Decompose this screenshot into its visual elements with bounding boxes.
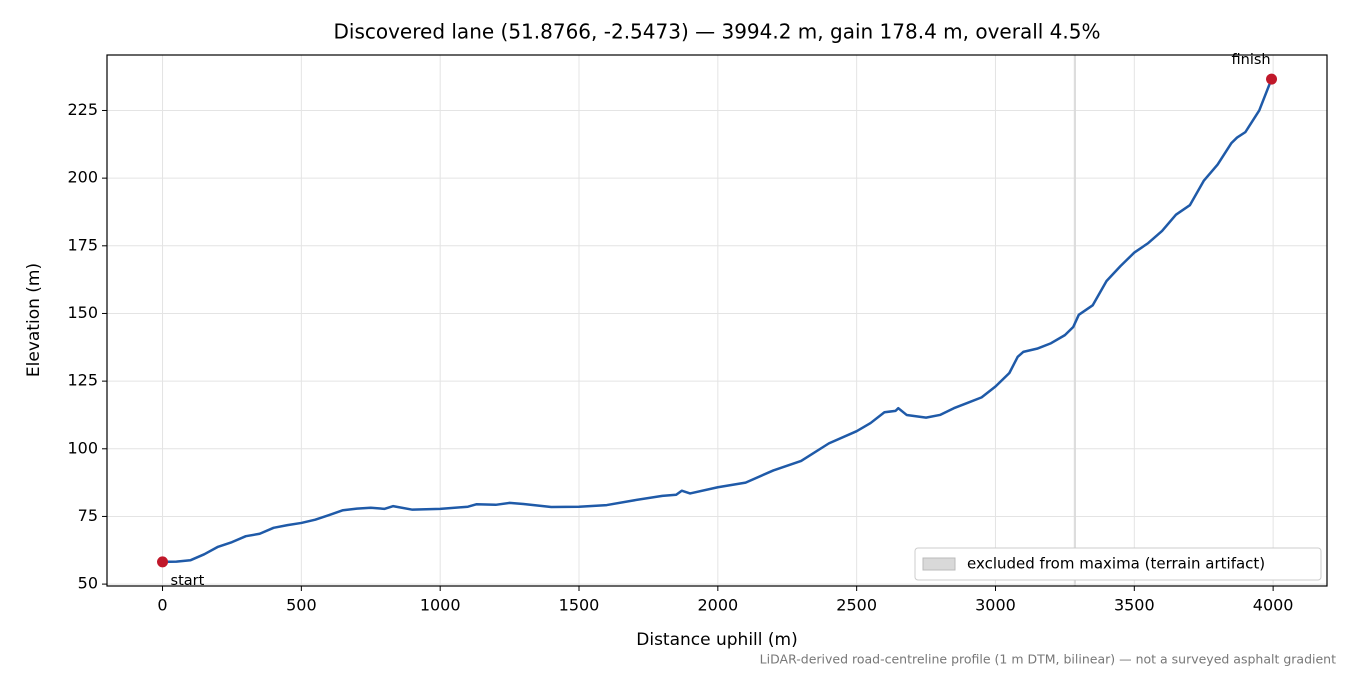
y-axis-label: Elevation (m)	[24, 263, 44, 377]
line	[162, 78, 1273, 564]
legend-label: excluded from maxima (terrain artifact)	[967, 555, 1265, 573]
legend-box	[914, 547, 1322, 581]
x-tick-label: 2500	[836, 596, 877, 615]
y-tick-label: 125	[67, 371, 98, 390]
x-axis-label: Distance uphill (m)	[636, 630, 797, 650]
y-tick-label: 100	[67, 438, 98, 457]
x-tick-label: 3000	[975, 596, 1016, 615]
x-tick-label: 500	[286, 596, 317, 615]
x-tick-label: 4000	[1253, 596, 1294, 615]
annotation: finish	[1232, 52, 1271, 68]
x-tick-label: 3500	[1114, 596, 1155, 615]
x-tick-label: 2000	[697, 596, 738, 615]
y-tick-label: 50	[78, 574, 98, 593]
y-tick-label: 225	[67, 100, 98, 119]
chart-title: Discovered lane (51.8766, -2.5473) — 399…	[333, 20, 1100, 44]
footnote: LiDAR-derived road-centreline profile (1…	[760, 652, 1336, 667]
annotation: start	[171, 573, 205, 589]
x-tick-label: 1500	[559, 596, 600, 615]
endpoint-marker	[1266, 73, 1278, 85]
y-tick-label: 175	[67, 235, 98, 254]
legend-swatch	[922, 557, 956, 571]
endpoint-marker	[157, 556, 169, 568]
x-tick-label: 0	[157, 596, 167, 615]
y-tick-label: 150	[67, 303, 98, 322]
plot-frame	[106, 54, 1328, 587]
y-tick-label: 75	[78, 506, 98, 525]
y-tick-label: 200	[67, 168, 98, 187]
x-tick-label: 1000	[420, 596, 461, 615]
